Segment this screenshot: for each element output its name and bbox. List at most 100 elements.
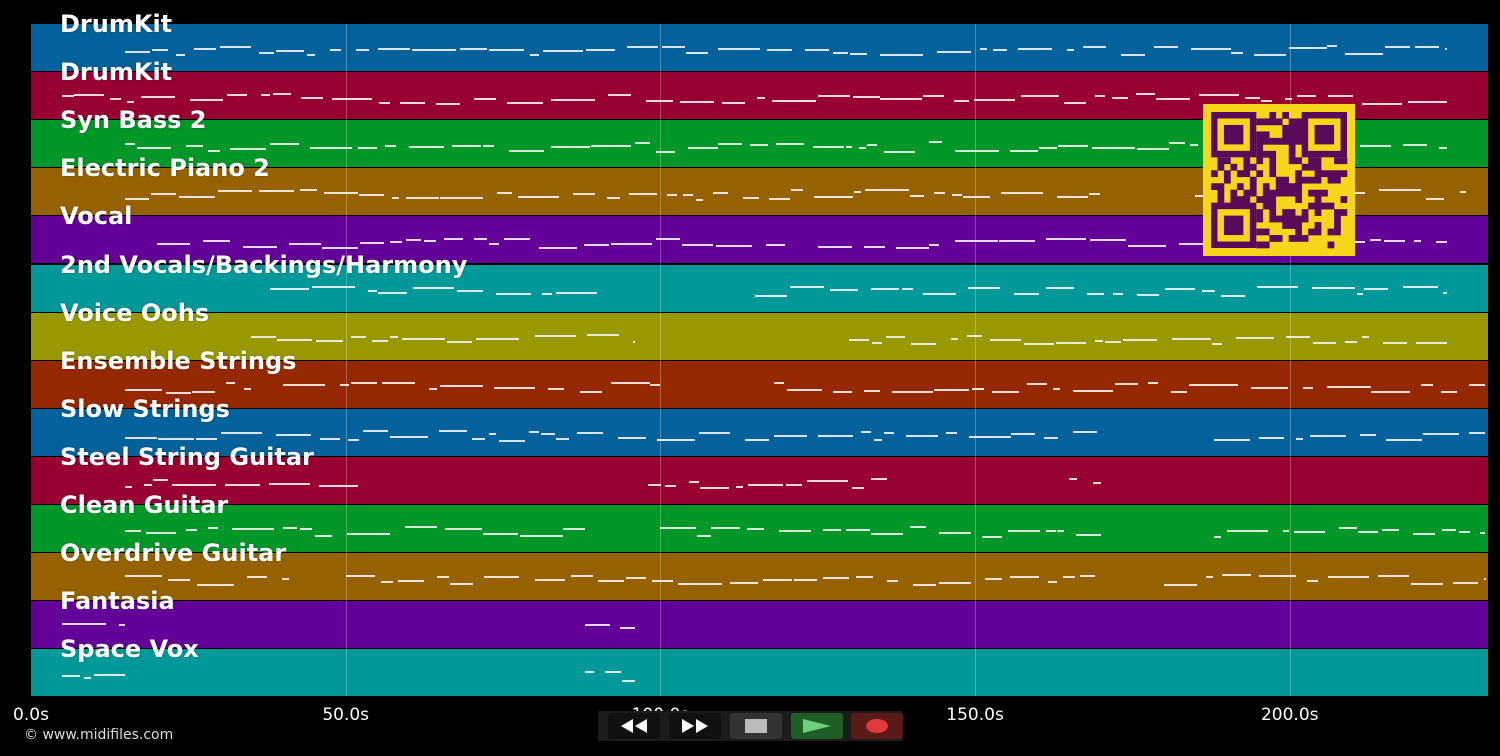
note bbox=[309, 147, 353, 150]
note bbox=[772, 99, 816, 102]
gridline bbox=[975, 24, 977, 696]
note bbox=[398, 579, 425, 582]
stop-button[interactable] bbox=[730, 713, 782, 739]
track-lane[interactable]: DrumKit bbox=[31, 10, 1488, 71]
note bbox=[1251, 387, 1288, 390]
note bbox=[125, 485, 133, 488]
note bbox=[1155, 97, 1190, 100]
note bbox=[1017, 47, 1053, 50]
note bbox=[1327, 575, 1369, 578]
note bbox=[1452, 582, 1478, 585]
note bbox=[405, 196, 439, 199]
note bbox=[221, 431, 262, 434]
note bbox=[1082, 45, 1106, 48]
note bbox=[506, 102, 543, 105]
note bbox=[1010, 433, 1036, 436]
note bbox=[439, 385, 484, 388]
note bbox=[611, 242, 652, 245]
note bbox=[1468, 384, 1485, 387]
note bbox=[583, 243, 609, 246]
record-icon bbox=[866, 719, 888, 733]
note bbox=[1069, 478, 1078, 481]
record-button[interactable] bbox=[851, 713, 903, 739]
note bbox=[518, 196, 559, 199]
track-name: 2nd Vocals/Backings/Harmony bbox=[60, 250, 468, 279]
note bbox=[488, 48, 525, 51]
note bbox=[625, 576, 647, 579]
note bbox=[906, 434, 938, 437]
note bbox=[818, 94, 851, 97]
note bbox=[832, 52, 849, 55]
note bbox=[380, 580, 393, 583]
note bbox=[143, 484, 152, 487]
play-button[interactable] bbox=[791, 713, 843, 739]
note bbox=[627, 46, 659, 49]
note bbox=[1038, 147, 1057, 150]
note bbox=[346, 533, 391, 536]
note bbox=[1359, 144, 1392, 147]
note bbox=[584, 670, 594, 673]
fast-forward-button[interactable] bbox=[669, 713, 721, 739]
note bbox=[1410, 582, 1444, 585]
note bbox=[541, 292, 552, 295]
qr-code bbox=[1203, 104, 1355, 256]
note bbox=[682, 243, 713, 246]
note bbox=[1303, 386, 1314, 389]
track-lane[interactable]: Space Vox bbox=[31, 635, 1488, 697]
note bbox=[270, 287, 310, 290]
rewind-button[interactable] bbox=[608, 713, 660, 739]
note bbox=[767, 49, 793, 52]
note bbox=[229, 148, 266, 151]
note bbox=[665, 484, 676, 487]
note bbox=[389, 241, 402, 243]
note bbox=[314, 535, 332, 538]
note bbox=[901, 288, 914, 291]
note bbox=[119, 623, 126, 626]
note bbox=[1439, 147, 1448, 150]
note bbox=[152, 49, 168, 52]
note bbox=[913, 583, 937, 586]
note bbox=[324, 192, 359, 195]
track-lane[interactable]: Voice Oohs bbox=[31, 299, 1488, 360]
track-lane[interactable]: Ensemble Strings bbox=[31, 347, 1488, 408]
rewind-icon bbox=[621, 719, 647, 733]
note bbox=[679, 100, 715, 103]
note bbox=[849, 338, 869, 341]
note bbox=[185, 144, 203, 147]
note bbox=[145, 532, 177, 535]
note bbox=[928, 141, 942, 144]
track-lane[interactable]: Overdrive Guitar bbox=[31, 539, 1488, 601]
tick-label: 0.0s bbox=[13, 705, 49, 725]
note bbox=[655, 238, 681, 241]
note bbox=[1371, 390, 1410, 393]
note bbox=[873, 438, 882, 441]
note bbox=[1369, 238, 1381, 241]
note bbox=[529, 431, 540, 434]
note bbox=[910, 342, 937, 345]
note bbox=[191, 390, 216, 393]
note bbox=[186, 529, 197, 532]
note bbox=[863, 246, 885, 249]
track-name: Electric Piano 2 bbox=[60, 154, 270, 183]
note bbox=[1296, 95, 1317, 98]
note bbox=[1121, 53, 1145, 56]
track-lane[interactable]: Fantasia bbox=[31, 587, 1488, 649]
piano-roll[interactable]: DrumKit DrumKit Syn Bass 2 Electric Piano 2… bbox=[31, 10, 1488, 697]
note bbox=[1256, 285, 1299, 288]
note bbox=[632, 340, 636, 343]
note bbox=[1338, 526, 1357, 529]
track-lane[interactable]: Slow Strings bbox=[31, 395, 1488, 456]
note bbox=[125, 437, 157, 440]
note bbox=[677, 583, 722, 586]
note bbox=[367, 289, 377, 292]
note bbox=[611, 382, 650, 384]
note-layer bbox=[31, 24, 1488, 696]
note bbox=[1212, 342, 1223, 345]
note bbox=[952, 194, 963, 197]
note bbox=[586, 49, 616, 52]
track-lane[interactable]: Steel String Guitar bbox=[31, 443, 1488, 504]
note bbox=[300, 189, 318, 192]
gridline bbox=[660, 24, 662, 696]
note bbox=[1057, 196, 1089, 199]
note bbox=[276, 433, 312, 436]
